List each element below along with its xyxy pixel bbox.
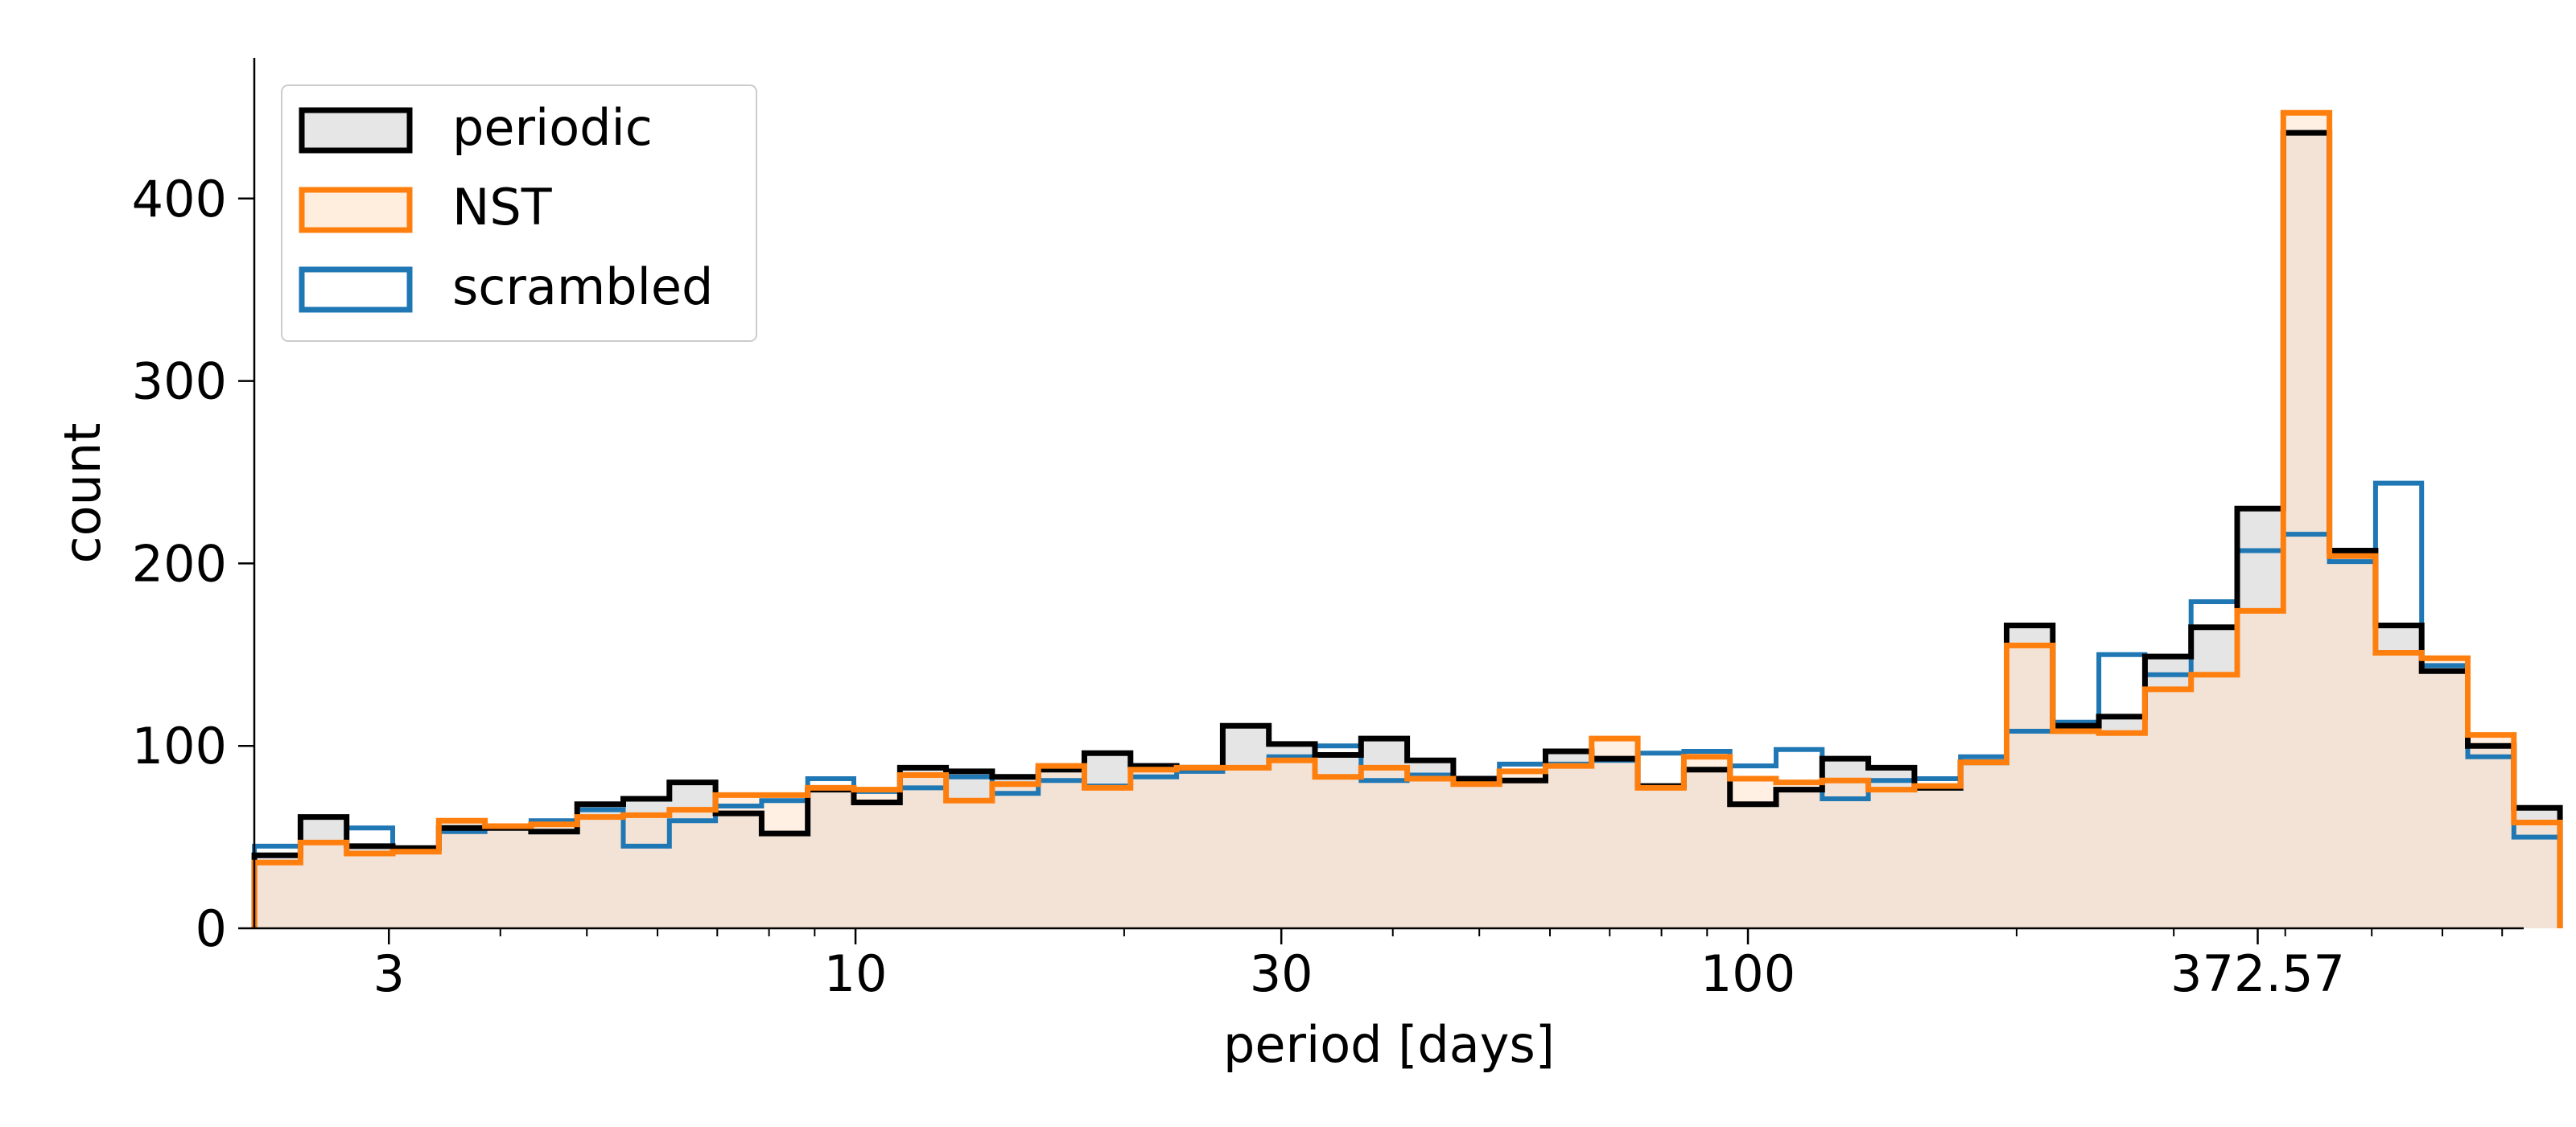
x-minor-ticks (388, 928, 2504, 936)
histogram-outline-nst (251, 109, 2563, 928)
x-ticks: 3 10 30 100 372.57 (373, 928, 2345, 1003)
y-tick-label: 0 (196, 899, 227, 958)
y-ticks: 0 100 200 300 400 (132, 170, 254, 958)
legend-label-scrambled: scrambled (452, 257, 713, 316)
y-tick-label: 200 (132, 534, 227, 593)
x-tick-label: 3 (373, 944, 404, 1003)
y-axis-label: count (53, 423, 112, 564)
y-tick-label: 400 (132, 170, 227, 228)
x-tick-label: 10 (824, 944, 888, 1003)
y-tick-label: 100 (132, 717, 227, 775)
legend-swatch-nst (299, 187, 413, 233)
legend-label-periodic: periodic (452, 98, 653, 157)
y-tick-label: 300 (132, 352, 227, 411)
x-axis-label: period [days] (1223, 1015, 1555, 1074)
legend: periodic NST scrambled (281, 84, 757, 342)
legend-label-nst: NST (452, 178, 553, 237)
legend-swatch-scrambled (299, 266, 413, 313)
x-tick-label: 30 (1250, 944, 1313, 1003)
histogram-outline-periodic (251, 130, 2563, 928)
axes: 3 10 30 100 372.57 0 100 200 300 400 period [day… (53, 58, 2524, 1074)
legend-swatch-periodic (299, 107, 413, 154)
x-tick-label: 372.57 (2170, 944, 2345, 1003)
histogram-edges (251, 109, 2563, 928)
x-tick-label: 100 (1700, 944, 1795, 1003)
